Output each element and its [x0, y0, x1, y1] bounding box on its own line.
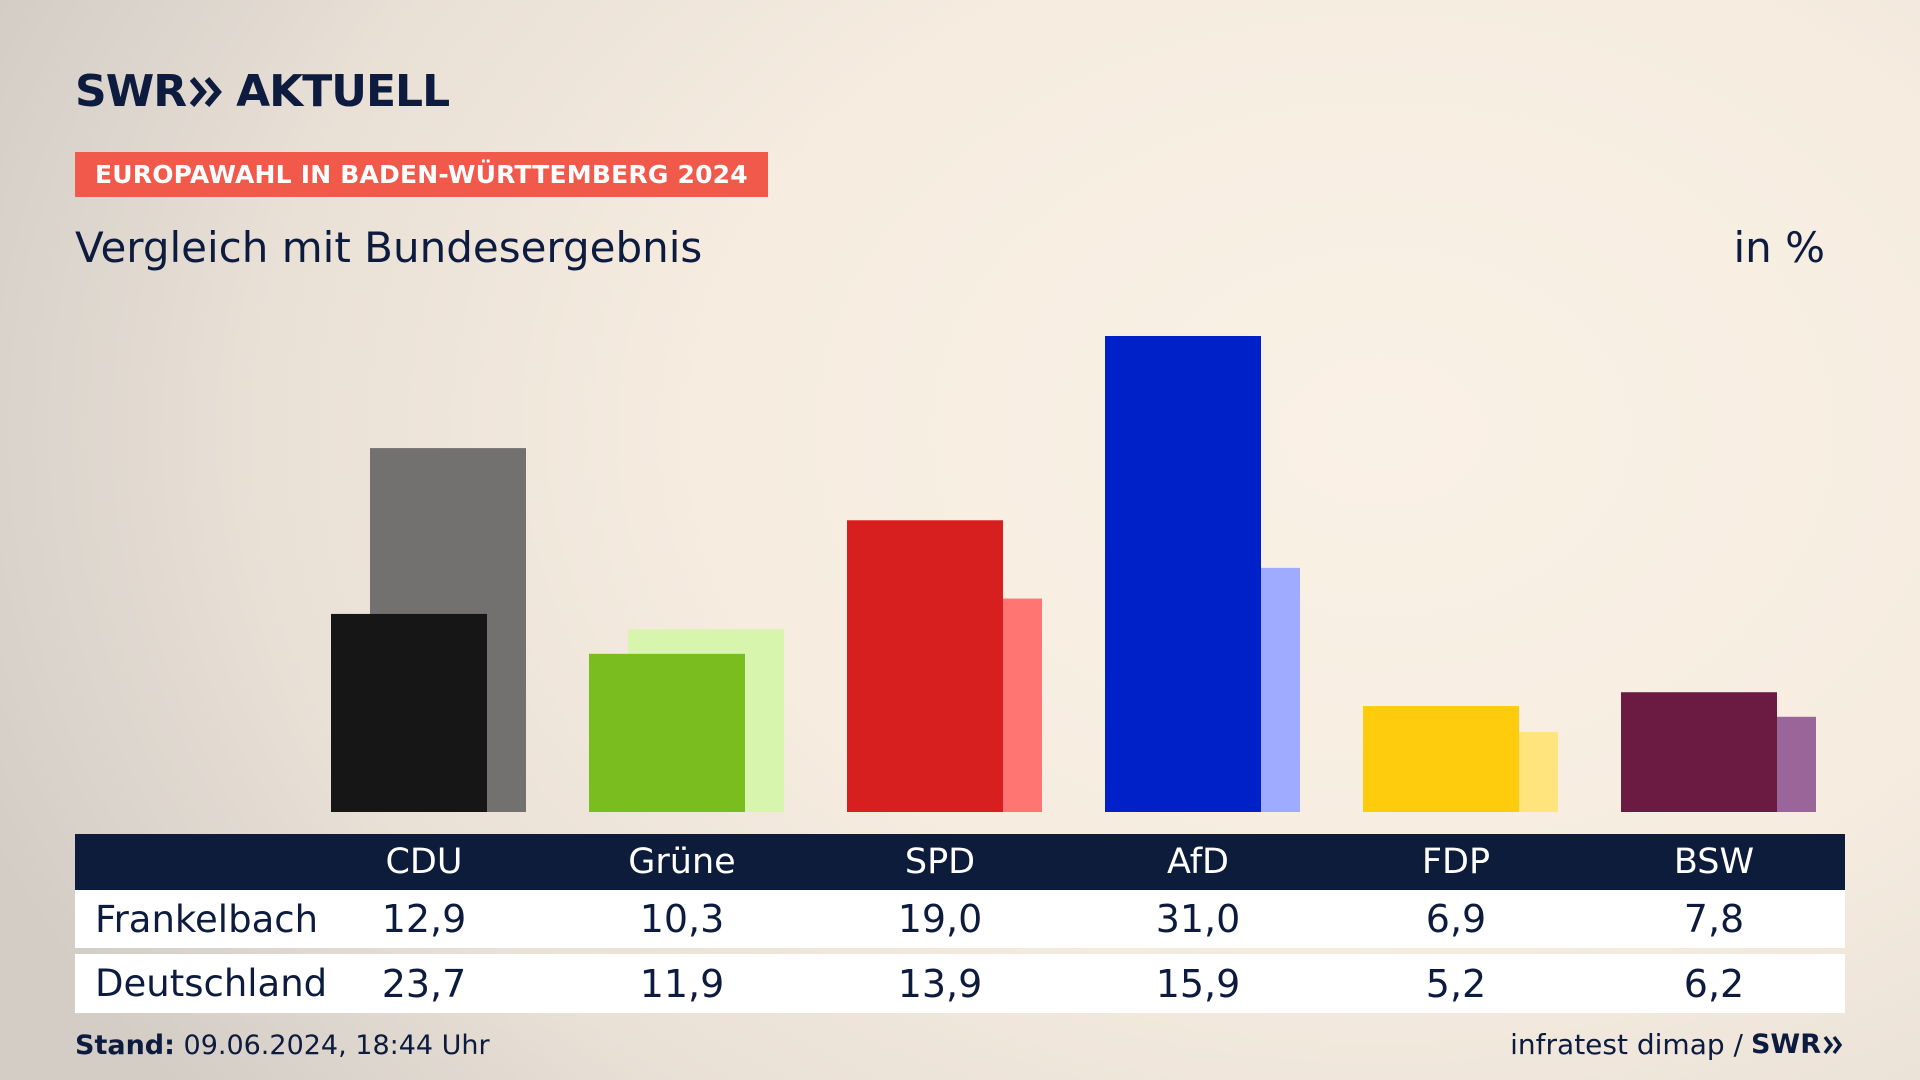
- logo-aktuell-text: AKTUELL: [236, 66, 450, 117]
- value-cell: 11,9: [639, 961, 725, 1006]
- timestamp: Stand: 09.06.2024, 18:44 Uhr: [75, 1030, 490, 1061]
- value-cell: 13,9: [897, 961, 983, 1006]
- table-row: Deutschland 23,7 11,9 13,9 15,9 5,2 6,2: [75, 954, 1845, 1013]
- value-cell: 6,9: [1425, 897, 1487, 941]
- value-cell: 7,8: [1683, 897, 1745, 941]
- header-bsw: BSW: [1673, 842, 1755, 882]
- value-cell: 19,0: [897, 897, 983, 941]
- value-cell: 23,7: [381, 961, 467, 1006]
- row-label: Frankelbach: [95, 897, 319, 941]
- stand-value: 09.06.2024, 18:44 Uhr: [183, 1030, 490, 1061]
- table-row: Frankelbach 12,9 10,3 19,0 31,0 6,9 7,8: [75, 890, 1845, 948]
- table-header: CDU Grüne SPD AfD FDP BSW: [75, 834, 1845, 890]
- header-afd: AfD: [1167, 842, 1229, 882]
- stand-label: Stand:: [75, 1030, 175, 1061]
- header-gruene: Grüne: [628, 842, 736, 882]
- election-badge: EUROPAWAHL IN BADEN-WÜRTTEMBERG 2024: [75, 152, 768, 197]
- results-table: CDU Grüne SPD AfD FDP BSW Frankelbach 12…: [75, 834, 1845, 1013]
- double-chevron-icon: [190, 77, 223, 107]
- source-text: infratest dimap /: [1510, 1028, 1743, 1061]
- value-cell: 12,9: [381, 897, 467, 941]
- source-brand: SWR: [1750, 1029, 1821, 1060]
- bar-frankelbach-fdp: [1363, 706, 1519, 812]
- double-chevron-icon: [1823, 1035, 1843, 1054]
- row-label: Deutschland: [95, 962, 328, 1005]
- bar-frankelbach-afd: [1105, 336, 1261, 812]
- bar-frankelbach-grüne: [589, 653, 745, 812]
- bar-frankelbach-spd: [847, 520, 1003, 812]
- source-credit: infratest dimap / SWR: [1510, 1028, 1845, 1061]
- header-spd: SPD: [904, 842, 976, 882]
- value-cell: 10,3: [639, 897, 725, 941]
- bar-frankelbach-cdu: [331, 613, 487, 812]
- chart-subtitle: Vergleich mit Bundesergebnis: [75, 223, 703, 272]
- unit-label: in %: [1733, 223, 1825, 272]
- header-fdp: FDP: [1421, 842, 1491, 882]
- value-cell: 15,9: [1155, 961, 1241, 1006]
- bar-frankelbach-bsw: [1621, 692, 1777, 812]
- value-cell: 5,2: [1425, 961, 1487, 1006]
- bar-chart: [331, 336, 1816, 812]
- swr-aktuell-logo: SWR AKTUELL: [75, 66, 450, 117]
- value-cell: 6,2: [1683, 961, 1745, 1006]
- value-cell: 31,0: [1155, 897, 1241, 941]
- header-cdu: CDU: [385, 842, 463, 882]
- logo-swr-text: SWR: [75, 66, 187, 117]
